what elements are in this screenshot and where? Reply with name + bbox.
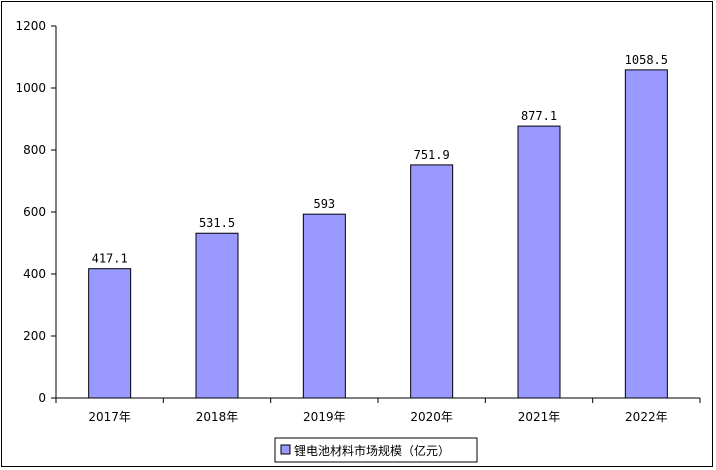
x-tick-label: 2019年 [303,410,346,424]
y-axis-ticks: 0 200 400 600 800 1000 1200 [15,19,56,405]
x-tick-label: 2020年 [410,410,453,424]
data-labels: 417.1 531.5 593 751.9 877.1 1058.5 [92,53,668,266]
x-tick-label: 2022年 [625,410,668,424]
y-tick-label: 0 [38,391,46,405]
bar [302,213,346,399]
legend-label: 锂电池材料市场规模（亿元） [294,443,450,458]
data-label: 751.9 [414,148,450,162]
chart-bars [88,69,668,399]
x-axis-ticks: 2017年 2018年 2019年 2020年 2021年 2022年 [55,398,701,424]
x-tick-label: 2018年 [196,410,239,424]
bar [410,164,454,399]
y-tick-label: 400 [23,267,46,281]
bar [88,268,132,399]
chart-axes [55,26,700,399]
legend: 锂电池材料市场规模（亿元） [274,437,478,463]
data-label: 1058.5 [625,53,668,67]
y-tick-label: 800 [23,143,46,157]
y-tick-label: 1200 [15,19,46,33]
x-tick-label: 2017年 [88,410,131,424]
y-tick-label: 600 [23,205,46,219]
y-tick-label: 200 [23,329,46,343]
data-label: 877.1 [521,109,557,123]
data-label: 531.5 [199,216,235,230]
data-label: 593 [313,197,335,211]
x-tick-label: 2021年 [518,410,561,424]
legend-swatch [280,444,291,455]
y-tick-label: 1000 [15,81,46,95]
bar [624,69,668,399]
data-label: 417.1 [92,252,128,266]
bar [517,125,561,399]
bar [195,232,239,399]
legend-box [274,437,478,463]
